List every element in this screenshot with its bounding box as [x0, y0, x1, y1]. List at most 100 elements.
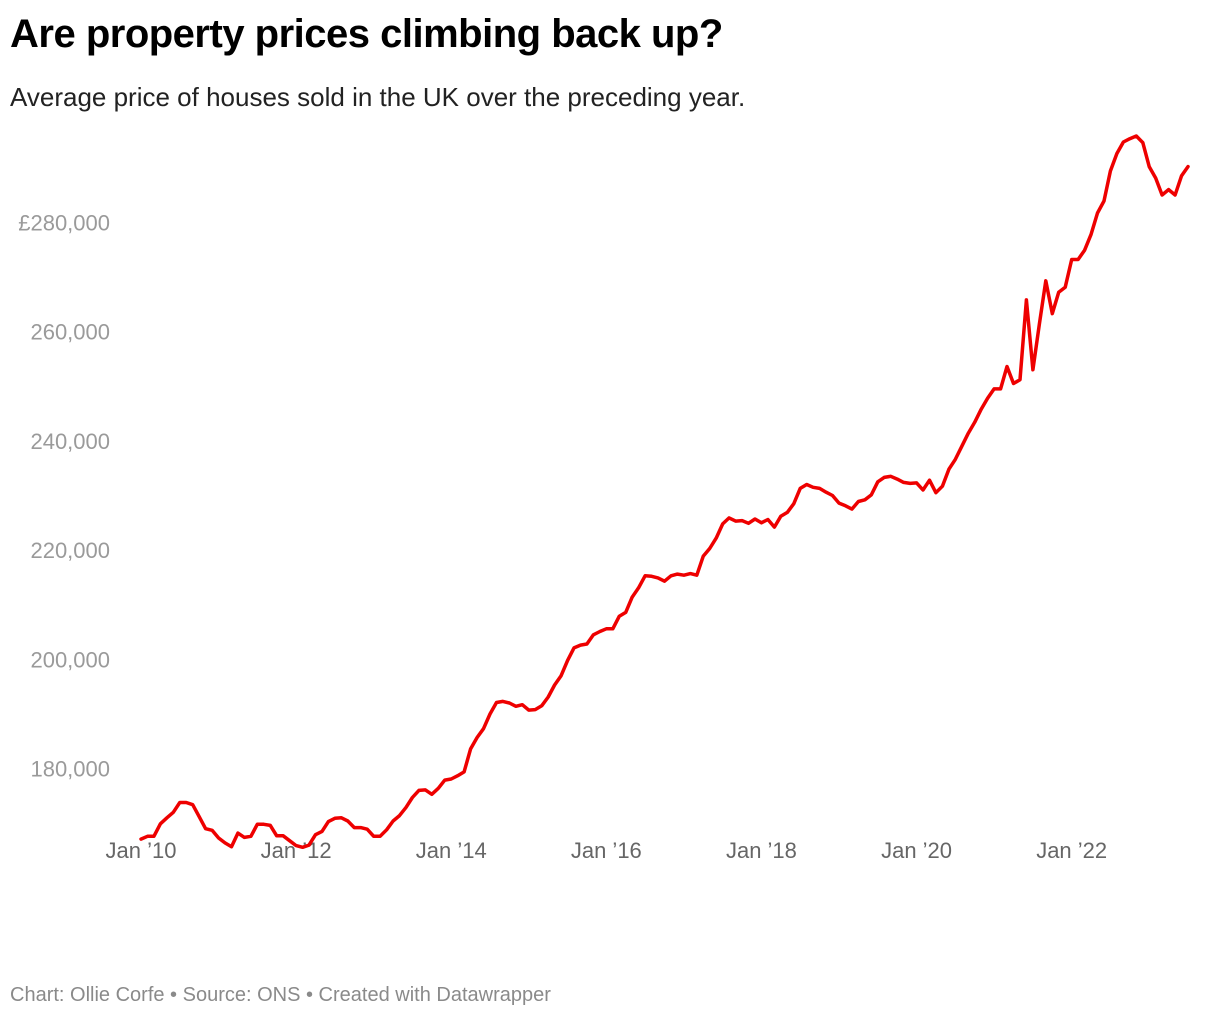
data-point: [339, 816, 343, 820]
data-point: [824, 490, 828, 494]
data-point: [217, 836, 221, 840]
data-point: [766, 518, 770, 522]
data-point: [934, 491, 938, 495]
y-tick-label: 220,000: [30, 538, 110, 563]
data-point: [869, 493, 873, 497]
data-point: [818, 486, 822, 490]
y-tick-label: 260,000: [30, 320, 110, 345]
data-point: [979, 407, 983, 411]
data-point: [404, 805, 408, 809]
data-point: [973, 420, 977, 424]
data-point: [947, 467, 951, 471]
y-tick-label: 200,000: [30, 647, 110, 672]
data-point: [1134, 134, 1138, 138]
data-point: [391, 819, 395, 823]
data-point: [630, 595, 634, 599]
data-point: [675, 572, 679, 576]
data-point: [553, 683, 557, 687]
data-point: [656, 576, 660, 580]
data-point: [223, 841, 227, 845]
data-point: [798, 486, 802, 490]
data-point: [682, 573, 686, 577]
data-point: [663, 579, 667, 583]
data-point: [714, 536, 718, 540]
data-point: [1050, 312, 1054, 316]
data-point: [507, 701, 511, 705]
data-point: [953, 457, 957, 461]
data-point: [701, 554, 705, 558]
data-point: [533, 708, 537, 712]
data-point: [443, 778, 447, 782]
data-point: [320, 829, 324, 833]
data-point: [721, 522, 725, 526]
data-point: [204, 827, 208, 831]
data-point: [546, 695, 550, 699]
data-point: [417, 788, 421, 792]
x-tick-label: Jan ’18: [726, 838, 797, 863]
data-point: [249, 834, 253, 838]
data-point: [1186, 165, 1190, 169]
data-point: [908, 481, 912, 485]
data-point: [275, 834, 279, 838]
data-point: [1160, 193, 1164, 197]
data-point: [430, 792, 434, 796]
data-point: [191, 803, 195, 807]
data-point: [856, 500, 860, 504]
data-point: [456, 774, 460, 778]
data-point: [1024, 298, 1028, 302]
data-point: [236, 831, 240, 835]
data-point: [372, 834, 376, 838]
data-point: [902, 480, 906, 484]
data-point: [307, 843, 311, 847]
y-axis: 180,000 200,000 220,000 240,000 260,000 £280,…: [18, 210, 110, 781]
data-point: [184, 801, 188, 805]
series-line: [139, 134, 1190, 850]
data-point: [650, 574, 654, 578]
data-point: [792, 502, 796, 506]
data-point: [1057, 290, 1061, 294]
data-point: [966, 431, 970, 435]
data-point: [727, 516, 731, 520]
data-point: [346, 819, 350, 823]
x-tick-label: Jan ’12: [261, 838, 332, 863]
data-point: [992, 387, 996, 391]
data-point: [520, 703, 524, 707]
data-point: [921, 488, 925, 492]
data-point: [863, 498, 867, 502]
data-point: [882, 475, 886, 479]
data-point: [242, 835, 246, 839]
x-axis: Jan ’10 Jan ’12 Jan ’14 Jan ’16 Jan ’18 Jan ’…: [106, 838, 1108, 863]
data-point: [268, 823, 272, 827]
data-point: [314, 833, 318, 837]
data-point: [488, 712, 492, 716]
data-point: [876, 480, 880, 484]
data-point: [294, 844, 298, 848]
data-point: [637, 586, 641, 590]
data-point: [1173, 193, 1177, 197]
series-group: [139, 134, 1190, 850]
x-tick-label: Jan ’14: [416, 838, 487, 863]
data-point: [398, 814, 402, 818]
data-point: [139, 837, 143, 841]
data-point: [178, 801, 182, 805]
data-point: [158, 822, 162, 826]
data-point: [1115, 152, 1119, 156]
data-point: [540, 704, 544, 708]
data-point: [643, 574, 647, 578]
data-point: [1063, 285, 1067, 289]
chart-footer: Chart: Ollie Corfe • Source: ONS • Creat…: [10, 984, 551, 1006]
data-point: [462, 770, 466, 774]
data-point: [889, 474, 893, 478]
data-point: [688, 572, 692, 576]
data-point: [559, 674, 563, 678]
data-point: [753, 517, 757, 521]
chart-subtitle: Average price of houses sold in the UK o…: [10, 82, 746, 112]
data-point: [359, 826, 363, 830]
x-tick-label: Jan ’10: [106, 838, 177, 863]
line-chart: 180,000 200,000 220,000 240,000 260,000 £280,…: [18, 134, 1190, 863]
data-point: [1076, 258, 1080, 262]
data-point: [210, 828, 214, 832]
y-tick-label: £280,000: [18, 210, 110, 235]
data-point: [352, 826, 356, 830]
data-point: [598, 630, 602, 634]
